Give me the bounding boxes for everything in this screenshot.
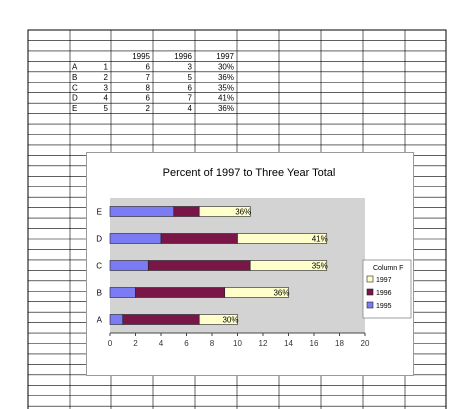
data-label: 36% [273, 289, 289, 298]
header-cell[interactable]: 1995 [132, 52, 150, 61]
category-label: B [97, 289, 102, 298]
bar-1997-B[interactable] [224, 287, 289, 298]
bar-1995-D[interactable] [109, 233, 162, 244]
row-label-cell[interactable]: E [72, 104, 77, 113]
value-cell[interactable]: 8 [146, 83, 151, 92]
bar-1996-E[interactable] [173, 206, 200, 217]
x-tick-label: 10 [233, 339, 242, 348]
value-cell[interactable]: 7 [146, 73, 151, 82]
bar-1997-A[interactable] [198, 314, 238, 325]
value-cell[interactable]: 1 [104, 62, 109, 71]
category-label: A [97, 316, 103, 325]
row-label-cell[interactable]: C [72, 83, 78, 92]
legend-entry: 1995 [376, 303, 392, 310]
bar-1997-C[interactable] [249, 260, 328, 271]
category-label: C [96, 262, 102, 271]
x-tick-label: 6 [184, 339, 189, 348]
value-cell[interactable]: 36% [218, 104, 234, 113]
legend-swatch [366, 288, 374, 296]
x-tick-label: 8 [210, 339, 215, 348]
data-label: 36% [235, 208, 251, 217]
header-cell[interactable]: 1997 [216, 52, 234, 61]
x-tick-label: 4 [159, 339, 164, 348]
value-cell[interactable]: 6 [146, 62, 151, 71]
bar-1996-D[interactable] [160, 233, 238, 244]
x-tick-label: 12 [259, 339, 268, 348]
data-label: 41% [312, 235, 328, 244]
bar-1995-B[interactable] [109, 287, 136, 298]
value-cell[interactable]: 30% [218, 62, 234, 71]
chart-title: Percent of 1997 to Three Year Total [163, 167, 336, 179]
bar-1995-C[interactable] [109, 260, 149, 271]
value-cell[interactable]: 41% [218, 94, 234, 103]
category-label: E [97, 208, 102, 217]
x-tick-label: 14 [284, 339, 293, 348]
legend-swatch [366, 301, 374, 309]
legend-entry: 1997 [376, 277, 392, 284]
value-cell[interactable]: 3 [104, 83, 109, 92]
category-label: D [96, 235, 102, 244]
x-tick-label: 0 [108, 339, 113, 348]
row-label-cell[interactable]: D [72, 94, 78, 103]
value-cell[interactable]: 2 [104, 73, 109, 82]
bar-1997-E[interactable] [198, 206, 251, 217]
row-label-cell[interactable]: A [72, 62, 78, 71]
row-label-cell[interactable]: B [72, 73, 77, 82]
legend-swatch [366, 275, 374, 283]
value-cell[interactable]: 3 [188, 62, 193, 71]
bar-1997-D[interactable] [237, 233, 328, 244]
x-tick-label: 2 [133, 339, 138, 348]
value-cell[interactable]: 36% [218, 73, 234, 82]
legend: Column F 1997 1996 1995 [362, 259, 412, 319]
value-cell[interactable]: 5 [104, 104, 109, 113]
legend-entry: 1996 [376, 290, 392, 297]
value-cell[interactable]: 6 [188, 83, 193, 92]
bar-1996-A[interactable] [122, 314, 200, 325]
bar-chart[interactable]: Percent of 1997 to Three Year Total 0 2 4 6… [86, 152, 412, 374]
bar-1995-A[interactable] [109, 314, 124, 325]
data-label: 30% [222, 316, 238, 325]
value-cell[interactable]: 4 [104, 94, 109, 103]
data-label: 35% [312, 262, 328, 271]
x-tick-label: 16 [310, 339, 319, 348]
bar-1996-C[interactable] [147, 260, 251, 271]
value-cell[interactable]: 7 [188, 94, 193, 103]
legend-title: Column F [373, 265, 403, 272]
x-tick-label: 18 [335, 339, 344, 348]
value-cell[interactable]: 6 [146, 94, 151, 103]
bar-1996-B[interactable] [135, 287, 226, 298]
x-tick-label: 20 [361, 339, 370, 348]
bar-1995-E[interactable] [109, 206, 175, 217]
value-cell[interactable]: 35% [218, 83, 234, 92]
value-cell[interactable]: 5 [188, 73, 193, 82]
value-cell[interactable]: 4 [188, 104, 193, 113]
header-cell[interactable]: 1996 [174, 52, 192, 61]
value-cell[interactable]: 2 [146, 104, 151, 113]
